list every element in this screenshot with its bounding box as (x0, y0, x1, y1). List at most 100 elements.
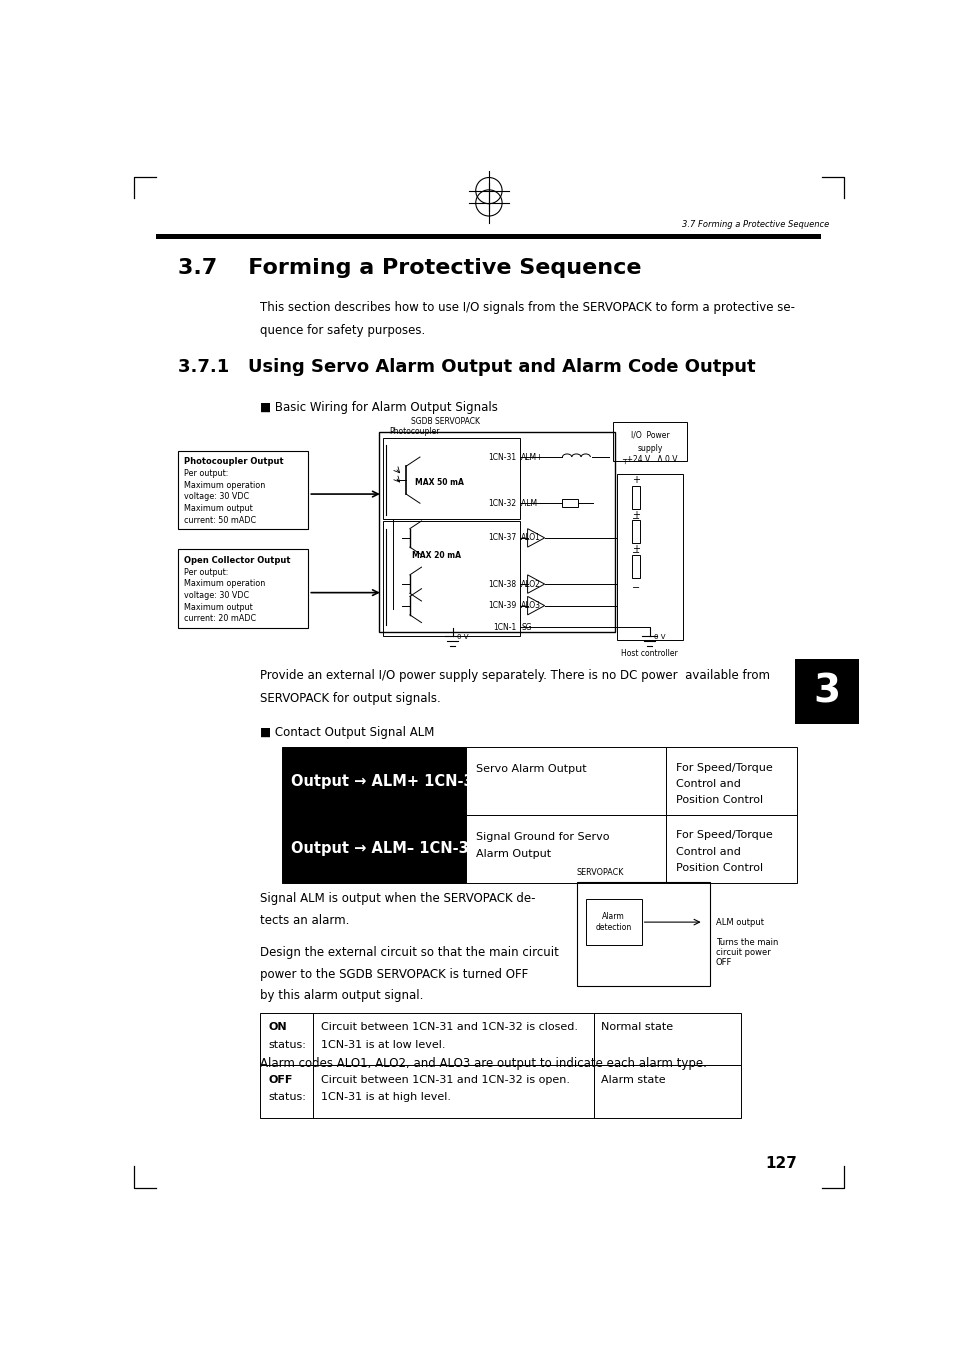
Bar (666, 747, 797, 815)
Text: ALO1: ALO1 (521, 534, 540, 542)
Text: 1CN-31: 1CN-31 (487, 453, 516, 462)
Text: 3: 3 (812, 673, 840, 711)
Text: ALM −: ALM − (521, 499, 546, 508)
Text: 1CN-39: 1CN-39 (487, 601, 516, 611)
Text: Servo Alarm Output: Servo Alarm Output (476, 765, 586, 774)
Text: MAX 20 mA: MAX 20 mA (412, 551, 460, 561)
Text: I/O  Power: I/O Power (630, 430, 669, 439)
Bar (178, 451, 308, 530)
Bar (632, 555, 639, 578)
Bar (576, 882, 709, 986)
Text: Alarm state: Alarm state (600, 1074, 665, 1085)
Text: voltage: 30 VDC: voltage: 30 VDC (183, 590, 249, 600)
Text: Host controller: Host controller (620, 648, 678, 658)
Text: For Speed/Torque: For Speed/Torque (675, 831, 772, 840)
Bar (593, 1013, 740, 1066)
Text: 0 V: 0 V (654, 634, 665, 640)
Text: −: − (632, 513, 639, 524)
Bar (378, 431, 615, 632)
Text: tects an alarm.: tects an alarm. (260, 913, 350, 927)
Text: Output → ALM+ 1CN-31: Output → ALM+ 1CN-31 (291, 774, 484, 789)
Bar (794, 659, 858, 724)
Bar (593, 1066, 740, 1117)
Text: 1CN-31 is at low level.: 1CN-31 is at low level. (320, 1040, 445, 1050)
Text: 1CN-1: 1CN-1 (492, 623, 516, 632)
Text: 3.7.1   Using Servo Alarm Output and Alarm Code Output: 3.7.1 Using Servo Alarm Output and Alarm… (178, 358, 755, 377)
Text: Control and: Control and (675, 780, 740, 789)
Text: Circuit between 1CN-31 and 1CN-32 is open.: Circuit between 1CN-31 and 1CN-32 is ope… (320, 1074, 569, 1085)
Text: Open Collector Output: Open Collector Output (183, 555, 290, 565)
Text: 1CN-38: 1CN-38 (487, 580, 516, 589)
Text: SERVOPACK for output signals.: SERVOPACK for output signals. (260, 692, 440, 705)
Text: ■ Contact Output Signal ALM: ■ Contact Output Signal ALM (260, 725, 435, 739)
Text: ■ Basic Wiring for Alarm Output Signals: ■ Basic Wiring for Alarm Output Signals (260, 401, 497, 413)
Bar (313, 1066, 593, 1117)
Text: Alarm Output: Alarm Output (476, 848, 550, 859)
Text: voltage: 30 VDC: voltage: 30 VDC (183, 493, 249, 501)
Text: Maximum output: Maximum output (183, 504, 252, 513)
Text: SG: SG (521, 623, 532, 632)
Text: Position Control: Position Control (675, 794, 762, 805)
Text: supply: supply (637, 444, 662, 453)
Text: This section describes how to use I/O signals from the SERVOPACK to form a prote: This section describes how to use I/O si… (260, 301, 795, 313)
Text: +: + (632, 509, 639, 520)
Text: MAX 50 mA: MAX 50 mA (415, 478, 464, 486)
Text: Alarm codes ALO1, ALO2, and ALO3 are output to indicate each alarm type.: Alarm codes ALO1, ALO2, and ALO3 are out… (260, 1056, 706, 1070)
Text: Control and: Control and (675, 847, 740, 857)
Text: Output → ALM– 1CN-32: Output → ALM– 1CN-32 (291, 842, 478, 857)
Text: status:: status: (268, 1040, 306, 1050)
Bar (666, 815, 797, 882)
Text: current: 50 mADC: current: 50 mADC (183, 516, 255, 524)
Text: Provide an external I/O power supply separately. There is no DC power  available: Provide an external I/O power supply sep… (260, 669, 769, 682)
Text: SERVOPACK: SERVOPACK (576, 869, 623, 877)
Text: status:: status: (268, 1092, 306, 1102)
Bar (617, 474, 682, 639)
Text: ALM+: ALM+ (521, 453, 543, 462)
Bar (382, 521, 519, 636)
Bar (466, 815, 666, 882)
Bar (632, 485, 639, 508)
Bar (282, 815, 466, 882)
Bar (466, 747, 666, 815)
Text: Alarm
detection: Alarm detection (595, 912, 631, 932)
Text: ALO2: ALO2 (521, 580, 540, 589)
Text: ┬+24 V   Δ 0 V: ┬+24 V Δ 0 V (621, 455, 678, 463)
Bar (260, 1066, 313, 1117)
Text: 3.7    Forming a Protective Sequence: 3.7 Forming a Protective Sequence (178, 258, 641, 278)
Text: Photocoupler: Photocoupler (389, 427, 439, 436)
Bar (156, 234, 821, 239)
Text: current: 20 mADC: current: 20 mADC (183, 615, 255, 623)
Text: 1CN-31 is at high level.: 1CN-31 is at high level. (320, 1092, 450, 1102)
Bar (632, 520, 639, 543)
Text: power to the SGDB SERVOPACK is turned OFF: power to the SGDB SERVOPACK is turned OF… (260, 967, 528, 981)
Bar (260, 1013, 313, 1066)
Text: Normal state: Normal state (600, 1023, 673, 1032)
Text: Design the external circuit so that the main circuit: Design the external circuit so that the … (260, 946, 558, 959)
Text: ON: ON (268, 1023, 286, 1032)
Text: OFF: OFF (268, 1074, 293, 1085)
Text: 1CN-37: 1CN-37 (487, 534, 516, 542)
Text: Turns the main
circuit power
OFF: Turns the main circuit power OFF (716, 938, 778, 967)
Text: −: − (632, 549, 639, 558)
Text: Circuit between 1CN-31 and 1CN-32 is closed.: Circuit between 1CN-31 and 1CN-32 is clo… (320, 1023, 578, 1032)
Text: Maximum operation: Maximum operation (183, 481, 265, 490)
Text: 127: 127 (764, 1155, 796, 1170)
Text: 1CN-32: 1CN-32 (487, 499, 516, 508)
Bar (562, 500, 578, 507)
Text: 0 V: 0 V (456, 634, 468, 640)
Text: by this alarm output signal.: by this alarm output signal. (260, 989, 423, 1002)
Bar (382, 438, 519, 519)
Bar (612, 423, 686, 461)
Text: Position Control: Position Control (675, 863, 762, 873)
Text: ALM output: ALM output (716, 917, 763, 927)
Text: Signal Ground for Servo: Signal Ground for Servo (476, 832, 609, 842)
Text: Maximum output: Maximum output (183, 603, 252, 612)
Text: Maximum operation: Maximum operation (183, 580, 265, 589)
Text: +: + (632, 544, 639, 554)
Text: +: + (632, 476, 639, 485)
Text: −: − (632, 582, 639, 593)
Text: quence for safety purposes.: quence for safety purposes. (260, 324, 425, 336)
Bar (313, 1013, 593, 1066)
Bar (585, 898, 641, 946)
Text: Per output:: Per output: (183, 567, 228, 577)
